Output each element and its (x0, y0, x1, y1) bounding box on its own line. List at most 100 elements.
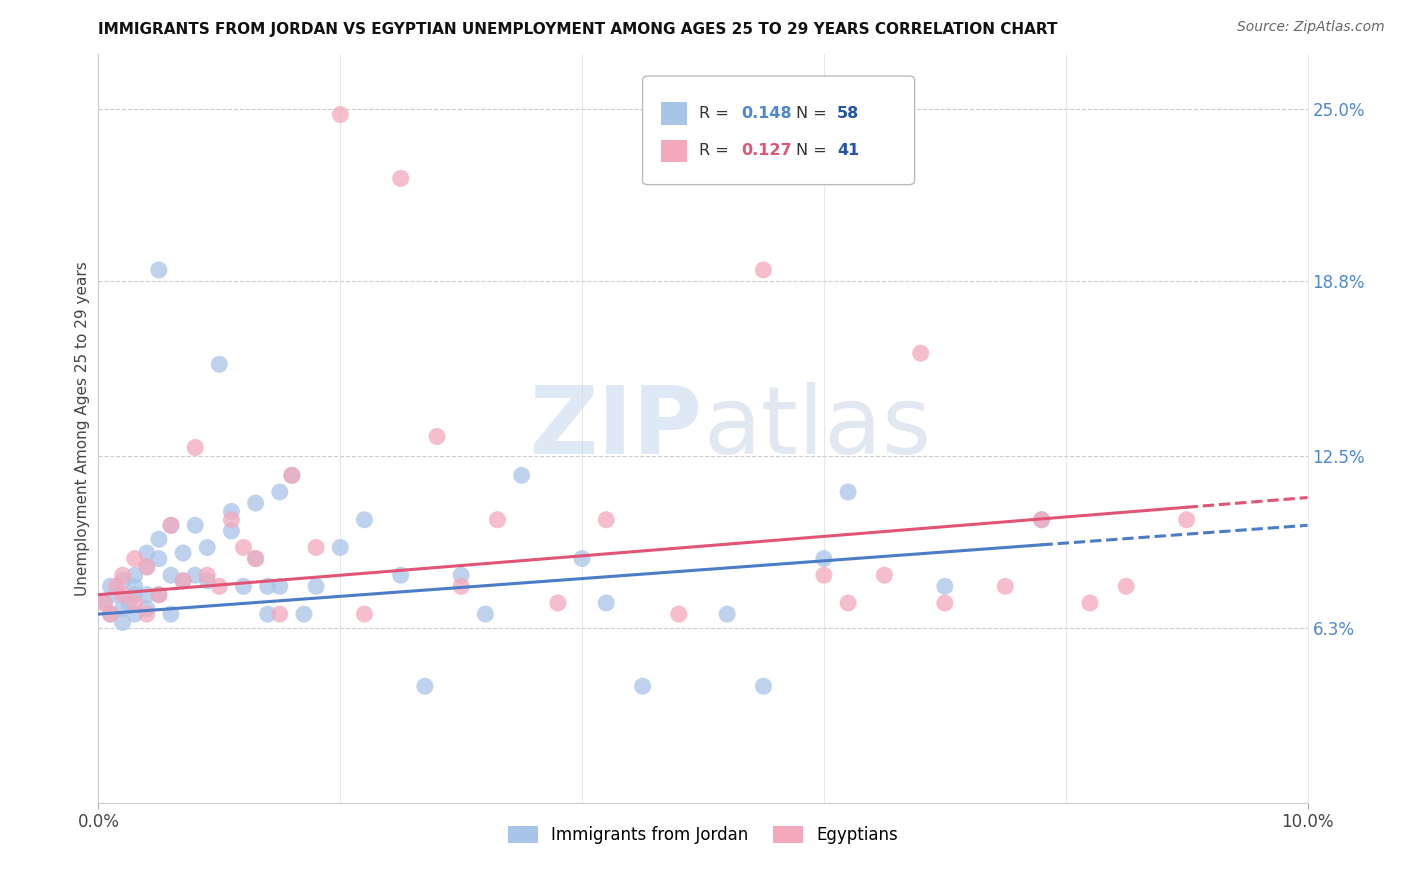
Text: 0.148: 0.148 (742, 106, 793, 121)
Text: 41: 41 (837, 144, 859, 159)
Point (135, 560, 157, 574)
FancyBboxPatch shape (643, 76, 915, 185)
Point (752, 679, 775, 693)
Point (486, 513, 509, 527)
Point (668, 607, 690, 621)
Point (160, 518, 183, 533)
Point (426, 429, 449, 443)
Point (547, 596, 569, 610)
Point (124, 551, 146, 566)
Text: 58: 58 (837, 106, 859, 121)
Point (221, 513, 243, 527)
Text: N =: N = (796, 106, 832, 121)
Point (135, 546, 157, 560)
Point (329, 107, 352, 121)
Point (281, 468, 304, 483)
Point (245, 496, 267, 510)
Point (221, 524, 243, 538)
Point (195, 574, 218, 588)
Point (135, 588, 157, 602)
Point (837, 596, 859, 610)
Point (389, 171, 412, 186)
Text: IMMIGRANTS FROM JORDAN VS EGYPTIAN UNEMPLOYMENT AMONG AGES 25 TO 29 YEARS CORREL: IMMIGRANTS FROM JORDAN VS EGYPTIAN UNEMP… (98, 22, 1057, 37)
Point (910, 346, 932, 360)
Point (595, 596, 617, 610)
Point (934, 579, 956, 593)
Point (269, 607, 291, 621)
Point (124, 596, 146, 610)
Point (281, 468, 304, 483)
Point (837, 485, 859, 500)
Point (389, 568, 412, 582)
Point (813, 568, 835, 582)
Point (148, 588, 170, 602)
Point (208, 357, 231, 371)
Point (232, 541, 254, 555)
Point (232, 579, 254, 593)
Point (1115, 579, 1137, 593)
Point (93, 596, 115, 610)
Point (716, 607, 738, 621)
Point (595, 513, 617, 527)
Point (1175, 513, 1198, 527)
Text: ZIP: ZIP (530, 382, 703, 475)
Point (1078, 596, 1101, 610)
Point (305, 579, 328, 593)
Point (873, 568, 896, 582)
Point (111, 574, 134, 588)
Point (329, 541, 352, 555)
Point (353, 513, 375, 527)
Point (124, 588, 146, 602)
Point (1031, 513, 1053, 527)
Point (269, 485, 291, 500)
Point (135, 560, 157, 574)
Point (148, 263, 170, 277)
Point (353, 607, 375, 621)
Point (184, 518, 207, 533)
Point (111, 568, 134, 582)
Point (100, 607, 122, 621)
Y-axis label: Unemployment Among Ages 25 to 29 years: Unemployment Among Ages 25 to 29 years (75, 260, 90, 596)
Point (118, 596, 141, 610)
Point (135, 601, 157, 615)
Point (160, 518, 183, 533)
Point (208, 579, 231, 593)
Point (413, 679, 436, 693)
Point (100, 607, 122, 621)
FancyBboxPatch shape (661, 140, 688, 162)
Point (752, 263, 775, 277)
Point (269, 579, 291, 593)
Point (135, 607, 157, 621)
Text: 0.127: 0.127 (742, 144, 793, 159)
Point (510, 468, 533, 483)
Point (631, 679, 654, 693)
Point (450, 568, 472, 582)
Point (172, 574, 194, 588)
Point (195, 568, 218, 582)
Text: R =: R = (699, 106, 734, 121)
Point (195, 541, 218, 555)
Point (100, 579, 122, 593)
Point (172, 574, 194, 588)
Point (124, 579, 146, 593)
Point (124, 607, 146, 621)
Point (148, 588, 170, 602)
Point (172, 546, 194, 560)
FancyBboxPatch shape (661, 103, 688, 125)
Text: atlas: atlas (703, 382, 931, 475)
Point (93, 596, 115, 610)
Point (184, 568, 207, 582)
Point (245, 551, 267, 566)
Text: N =: N = (796, 144, 832, 159)
Point (994, 579, 1017, 593)
Point (124, 568, 146, 582)
Point (474, 607, 496, 621)
Point (111, 601, 134, 615)
Point (450, 579, 472, 593)
Point (105, 579, 128, 593)
Point (245, 551, 267, 566)
Point (1031, 513, 1053, 527)
Point (292, 607, 315, 621)
Point (160, 568, 183, 582)
Point (148, 551, 170, 566)
